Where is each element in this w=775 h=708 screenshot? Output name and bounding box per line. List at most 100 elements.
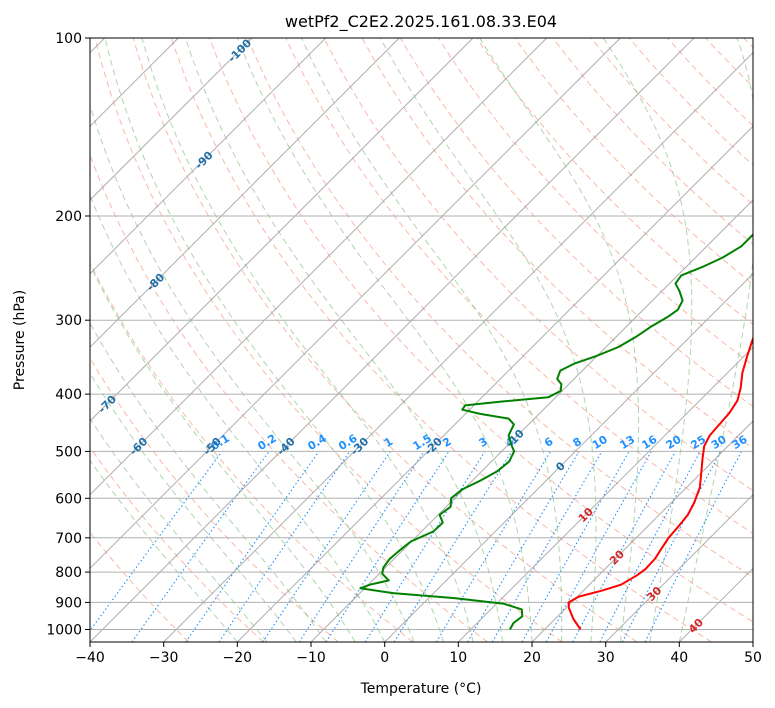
moist-adiabat — [90, 321, 327, 642]
moist-adiabat — [379, 38, 597, 642]
dry-adiabat — [90, 446, 264, 642]
skewed-isotherm — [90, 38, 400, 349]
skewed-isotherm — [384, 272, 753, 642]
x-tick-label: −10 — [296, 650, 326, 666]
skewed-isotherm — [90, 38, 327, 275]
mixing-ratio-line — [545, 451, 652, 642]
mixing-ratio-line — [644, 451, 742, 642]
x-tick-label: 30 — [597, 650, 615, 666]
x-tick-label: −40 — [75, 650, 105, 666]
moist-adiabat — [678, 38, 753, 642]
dry-adiabat — [476, 38, 753, 326]
mixing-ratio-label: 13 — [617, 433, 637, 452]
dry-adiabat — [94, 38, 563, 642]
dry-adiabat — [437, 38, 753, 366]
y-tick-label: 900 — [55, 595, 82, 611]
mixing-ratio-line — [572, 451, 676, 642]
moist-adiabat — [479, 38, 640, 642]
skewed-isotherm — [457, 346, 753, 642]
mixing-ratio-line — [325, 451, 450, 642]
dewpoint-profile — [359, 233, 753, 630]
moist-adiabat — [90, 372, 297, 642]
skewed-isotherm — [90, 38, 253, 201]
x-tick-label: 40 — [670, 650, 688, 666]
skewed-isotherm — [90, 38, 548, 496]
mixing-ratio-label: 16 — [640, 433, 660, 452]
mixing-ratio-line — [521, 451, 630, 642]
x-tick-label: −30 — [149, 650, 179, 666]
moist-adiabat — [185, 38, 503, 642]
y-tick-label: 200 — [55, 209, 82, 225]
dry-adiabat — [209, 38, 753, 623]
plot-area: 0.1 0.2 0.4 0.6 1 1.5 2 3 4 6 8 10 13 16 20 25 30 36-100-… — [90, 36, 753, 642]
mixing-ratio-label: 8 — [571, 435, 584, 450]
plot-frame — [89, 37, 754, 643]
dry-adiabat — [514, 38, 753, 285]
dry-adiabat — [170, 38, 712, 642]
y-tick-label: 800 — [55, 565, 82, 581]
mixing-ratio-label: 6 — [542, 435, 556, 450]
dry-adiabat — [132, 38, 638, 642]
dry-adiabat — [705, 38, 753, 88]
x-tick-label: 0 — [380, 650, 389, 666]
line-labels: 0.1 0.2 0.4 0.6 1 1.5 2 3 4 6 8 10 13 16 20 25 30 36-100-… — [96, 36, 750, 636]
mixing-ratio-line — [262, 451, 391, 642]
skewed-isotherm — [236, 125, 753, 642]
moist-adiabat — [90, 459, 238, 642]
profile-series — [359, 233, 753, 631]
dry-adiabat — [90, 357, 339, 642]
chart-title: wetPf2_C2E2.2025.161.08.33.E04 — [285, 12, 557, 32]
x-axis-label: Temperature (°C) — [360, 681, 482, 697]
y-tick-label: 700 — [55, 531, 82, 547]
y-tick-label: 100 — [55, 31, 82, 47]
moist-adiabat — [90, 263, 356, 642]
moist-adiabat — [104, 38, 445, 642]
isotherm-label-cold: -100 — [226, 36, 255, 65]
skewed-isotherm — [678, 567, 753, 642]
dry-adiabat — [90, 261, 414, 642]
mixing-ratio-line — [467, 451, 580, 642]
dry-adiabat — [552, 38, 753, 245]
y-tick-label: 600 — [55, 491, 82, 507]
x-tick-label: 50 — [744, 650, 762, 666]
y-tick-label: 300 — [55, 313, 82, 329]
dry-adiabat — [743, 38, 753, 49]
dry-adiabat — [323, 38, 753, 492]
skewed-isotherm — [752, 641, 753, 642]
skewed-isotherm — [310, 199, 753, 642]
moist-adiabat — [90, 103, 415, 642]
x-tick-label: −20 — [223, 650, 253, 666]
mixing-ratio-line — [90, 451, 223, 632]
temperature-profile — [567, 335, 753, 631]
moist-adiabat — [90, 417, 268, 642]
y-axis-ticks: 100 200 300 400 500 600 700 800 900 1000 — [46, 31, 90, 639]
moist-adiabat — [602, 38, 693, 642]
mixing-ratio-label: 36 — [730, 433, 750, 452]
mixing-ratio-line — [185, 451, 320, 642]
skewed-isotherms — [90, 38, 753, 642]
skewed-isotherm — [90, 38, 621, 570]
dry-adiabat — [90, 531, 190, 642]
y-tick-label: 1000 — [46, 623, 82, 639]
mixing-ratio-line — [364, 451, 486, 642]
dry-adiabat — [399, 38, 753, 408]
mixing-ratio-label: 1 — [382, 435, 395, 450]
y-tick-label: 500 — [55, 444, 82, 460]
pressure-gridlines — [90, 38, 753, 630]
mixing-ratio-label: 3 — [477, 435, 490, 450]
dry-adiabat — [667, 38, 753, 127]
x-axis-ticks: −40 −30 −20 −10 0 10 20 30 40 50 — [75, 642, 762, 666]
skewed-isotherm — [90, 38, 474, 422]
mixing-ratio-label: 30 — [709, 433, 729, 452]
y-tick-label: 400 — [55, 387, 82, 403]
mixing-ratio-line — [298, 451, 425, 642]
y-axis-label: Pressure (hPa) — [12, 290, 28, 390]
x-tick-label: 10 — [449, 650, 467, 666]
skewed-isotherm — [605, 493, 753, 642]
mixing-ratio-line — [218, 451, 351, 642]
skewed-isotherm — [90, 38, 695, 642]
skewed-isotherm — [163, 51, 753, 642]
mixing-ratio-label: 0.4 — [305, 432, 329, 454]
mixing-ratio-label: 10 — [590, 433, 610, 452]
